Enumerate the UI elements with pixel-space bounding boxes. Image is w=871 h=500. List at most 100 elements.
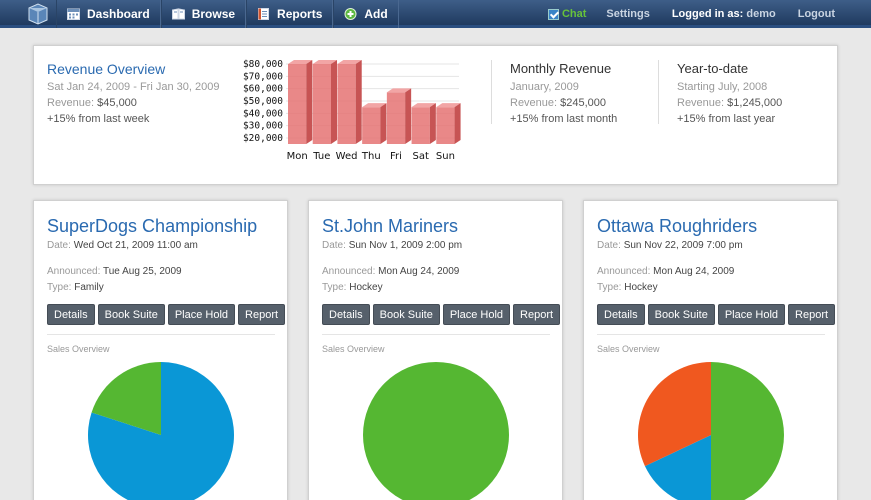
app-logo-icon[interactable]	[22, 3, 54, 25]
type-label: Type:	[47, 282, 72, 293]
y-tick-label: $70,000	[243, 71, 283, 82]
chat-checkbox-icon	[547, 8, 559, 20]
x-tick-label: Fri	[390, 151, 402, 162]
event-card: Ottawa Roughriders Date: Sun Nov 22, 200…	[583, 200, 838, 500]
date-value: Sun Nov 22, 2009 7:00 pm	[623, 240, 743, 251]
bar-side	[454, 103, 461, 144]
monthly-revenue-period: January, 2009	[510, 81, 579, 93]
sales-pie-chart	[363, 362, 509, 500]
divider	[47, 334, 275, 335]
event-name[interactable]: SuperDogs Championship	[47, 216, 258, 236]
bar-top	[436, 103, 461, 108]
y-tick-label: $40,000	[243, 108, 283, 119]
calendar-icon	[67, 8, 80, 20]
place-hold-button[interactable]: Place Hold	[442, 304, 511, 325]
book-icon	[171, 8, 185, 20]
event-actions: Details Book Suite Place Hold Report	[597, 304, 836, 325]
place-hold-button[interactable]: Place Hold	[717, 304, 786, 325]
nav-add[interactable]: Add	[333, 0, 399, 28]
details-button[interactable]: Details	[597, 304, 645, 325]
bar-side	[306, 60, 313, 144]
details-button[interactable]: Details	[322, 304, 370, 325]
book-suite-button[interactable]: Book Suite	[647, 304, 715, 325]
event-card: St.John Mariners Date: Sun Nov 1, 2009 2…	[308, 200, 563, 500]
ytd-revenue-change: +15% from last year	[677, 113, 776, 125]
place-hold-button[interactable]: Place Hold	[167, 304, 236, 325]
logout-link[interactable]: Logout	[797, 8, 835, 20]
ytd-value: $1,245,000	[727, 97, 783, 109]
sales-overview-label: Sales Overview	[322, 344, 385, 354]
report-button[interactable]: Report	[788, 304, 836, 325]
settings-link[interactable]: Settings	[606, 8, 650, 20]
nav-reports[interactable]: Reports	[246, 0, 334, 28]
plus-icon	[344, 8, 357, 20]
revenue-bar	[288, 60, 313, 144]
bar-top	[386, 88, 412, 93]
pie-slice	[638, 362, 711, 467]
monthly-value-label: Revenue:	[510, 97, 558, 109]
announced-value: Mon Aug 24, 2009	[378, 266, 460, 277]
x-tick-label: Sun	[436, 151, 455, 162]
sales-overview-label: Sales Overview	[47, 344, 110, 354]
logged-in-label: Logged in as:	[671, 8, 744, 20]
sales-pie-chart	[88, 362, 234, 500]
bar-top	[411, 103, 436, 108]
book-suite-button[interactable]: Book Suite	[97, 304, 165, 325]
announced-value: Mon Aug 24, 2009	[653, 266, 735, 277]
y-tick-label: $20,000	[243, 133, 283, 144]
x-tick-label: Wed	[336, 151, 358, 162]
revenue-bar	[436, 103, 461, 144]
bar-top	[337, 60, 362, 64]
revenue-bar	[362, 103, 387, 144]
bar-front	[411, 107, 430, 144]
monthly-revenue-value-row: Revenue: $245,000	[510, 95, 617, 111]
x-tick-label: Mon	[287, 151, 308, 162]
sales-overview-label: Sales Overview	[597, 344, 660, 354]
announced-label: Announced:	[47, 266, 101, 277]
ytd-revenue: Year-to-date Starting July, 2008 Revenue…	[677, 60, 782, 127]
y-tick-label: $80,000	[243, 59, 283, 70]
nav-browse[interactable]: Browse	[160, 0, 247, 28]
date-label: Date:	[47, 240, 71, 251]
chat-label: Chat	[561, 8, 587, 20]
bar-side	[429, 103, 436, 144]
bar-side	[380, 103, 387, 144]
monthly-revenue-title: Monthly Revenue	[510, 61, 612, 76]
bar-side	[331, 60, 338, 144]
book-suite-button[interactable]: Book Suite	[372, 304, 440, 325]
top-navbar: Dashboard Browse Reports Add	[0, 0, 871, 28]
date-value: Wed Oct 21, 2009 11:00 am	[73, 240, 198, 251]
monthly-revenue-change: +15% from last month	[510, 113, 618, 125]
event-actions: Details Book Suite Place Hold Report	[322, 304, 561, 325]
nav-dashboard[interactable]: Dashboard	[56, 0, 161, 28]
nav-reports-label: Reports	[277, 7, 323, 21]
type-value: Hockey	[624, 282, 658, 293]
pie-slice	[88, 362, 234, 500]
bar-top	[362, 103, 387, 108]
event-name[interactable]: Ottawa Roughriders	[597, 216, 758, 236]
event-date: Date: Wed Oct 21, 2009 11:00 am	[47, 240, 198, 251]
type-value: Family	[74, 282, 104, 293]
bar-front	[436, 107, 455, 144]
ytd-revenue-period: Starting July, 2008	[677, 81, 768, 93]
event-name[interactable]: St.John Mariners	[322, 216, 459, 236]
type-label: Type:	[322, 282, 347, 293]
nav-add-label: Add	[364, 7, 388, 21]
revenue-bar	[337, 60, 362, 144]
details-button[interactable]: Details	[47, 304, 95, 325]
revenue-overview-value-row: Revenue: $45,000	[47, 95, 219, 111]
report-button[interactable]: Report	[513, 304, 561, 325]
pie-slice	[644, 435, 711, 500]
nav-browse-label: Browse	[191, 7, 236, 21]
chat-link[interactable]: Chat	[547, 8, 587, 20]
y-tick-label: $50,000	[243, 96, 283, 107]
x-tick-label: Tue	[312, 151, 330, 162]
revenue-bar	[386, 88, 412, 144]
type-label: Type:	[597, 282, 622, 293]
report-button[interactable]: Report	[238, 304, 286, 325]
event-actions: Details Book Suite Place Hold Report	[47, 304, 286, 325]
username: demo	[746, 8, 776, 20]
type-value: Hockey	[349, 282, 383, 293]
revenue-bar	[312, 60, 338, 144]
bar-top	[288, 60, 313, 64]
